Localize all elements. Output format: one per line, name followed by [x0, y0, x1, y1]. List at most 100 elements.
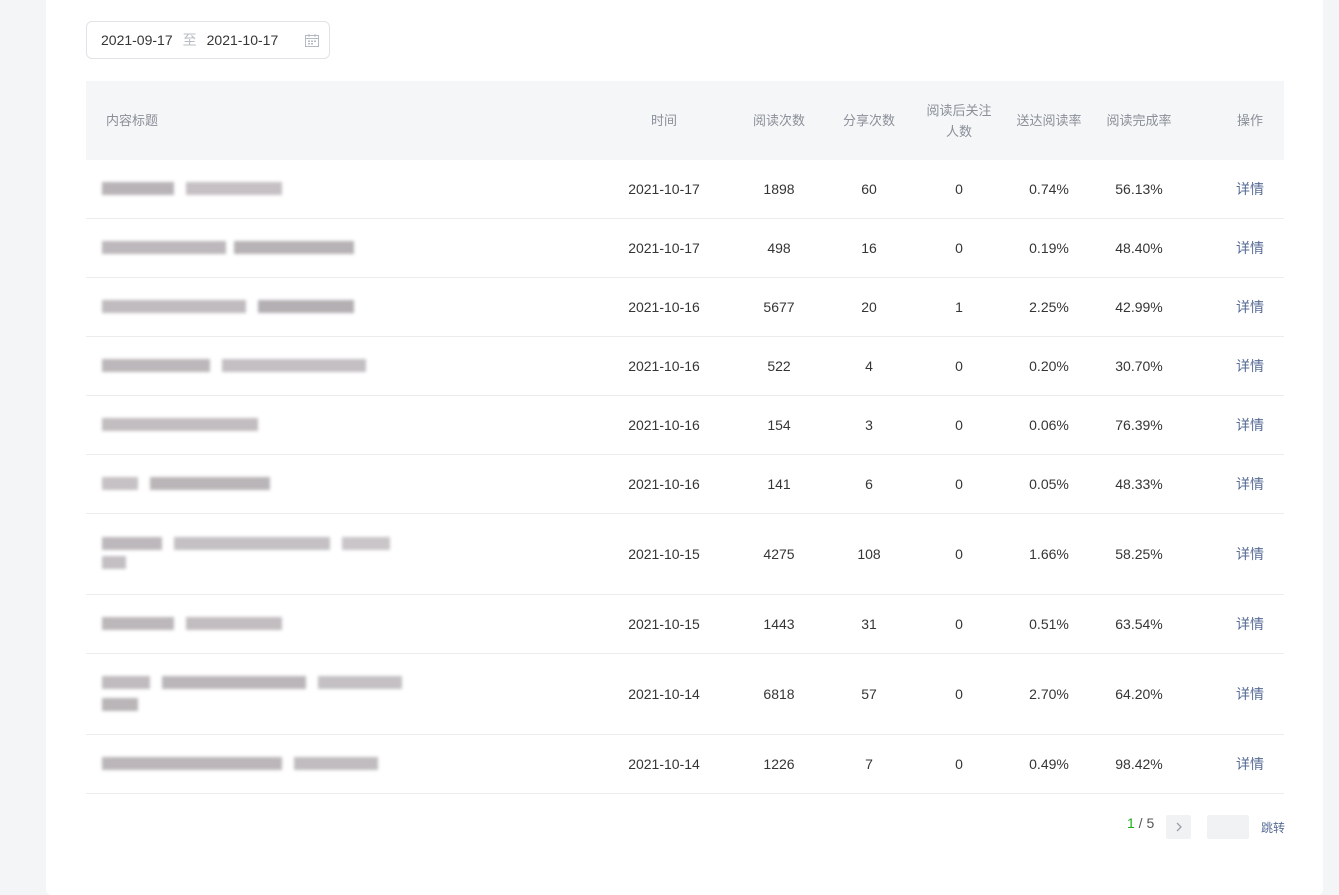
detail-link[interactable]: 详情: [1236, 358, 1264, 374]
detail-link[interactable]: 详情: [1236, 299, 1264, 315]
cell-delivery-rate: 2.70%: [1029, 686, 1069, 702]
cell-follows: 0: [955, 686, 963, 702]
cell-shares: 60: [861, 181, 877, 197]
header-follows-line2: 人数: [945, 123, 972, 139]
blurred-title: [102, 617, 282, 630]
blurred-title: [102, 418, 258, 431]
cell-reads: 522: [767, 358, 791, 374]
cell-completion-rate: 48.40%: [1115, 240, 1163, 256]
table-body: 2021-10-17 1898 60 0 0.74% 56.13% 详情 202…: [86, 160, 1284, 794]
cell-time: 2021-10-17: [628, 240, 700, 256]
table-row: 2021-10-16 141 6 0 0.05% 48.33% 详情: [86, 455, 1284, 514]
cell-follows: 0: [955, 240, 963, 256]
page-jump-input[interactable]: [1207, 815, 1249, 839]
table-row: 2021-10-14 1226 7 0 0.49% 98.42% 详情: [86, 735, 1284, 794]
cell-delivery-rate: 0.51%: [1029, 616, 1069, 632]
cell-reads: 154: [767, 417, 791, 433]
table-row: 2021-10-14 6818 57 0 2.70% 64.20% 详情: [86, 654, 1284, 735]
cell-shares: 20: [861, 299, 877, 315]
cell-follows: 0: [955, 181, 963, 197]
blurred-title: [102, 182, 282, 195]
cell-completion-rate: 30.70%: [1115, 358, 1163, 374]
jump-button[interactable]: 跳转: [1261, 821, 1286, 835]
next-page-button[interactable]: [1166, 815, 1191, 839]
cell-reads: 498: [767, 240, 791, 256]
header-shares: 分享次数: [842, 113, 895, 128]
header-title: 内容标题: [106, 113, 159, 128]
total-pages: 5: [1146, 815, 1155, 831]
cell-shares: 4: [865, 358, 873, 374]
header-follows: 阅读后关注 人数: [914, 81, 1004, 160]
cell-reads: 1226: [763, 756, 795, 772]
cell-time: 2021-10-17: [628, 181, 700, 197]
detail-link[interactable]: 详情: [1236, 181, 1264, 197]
detail-link[interactable]: 详情: [1236, 616, 1264, 632]
cell-delivery-rate: 2.25%: [1029, 299, 1069, 315]
cell-follows: 0: [955, 417, 963, 433]
cell-completion-rate: 58.25%: [1115, 546, 1163, 562]
detail-link[interactable]: 详情: [1236, 756, 1264, 772]
end-date[interactable]: 2021-10-17: [206, 32, 279, 48]
cell-follows: 0: [955, 358, 963, 374]
cell-completion-rate: 48.33%: [1115, 476, 1163, 492]
cell-follows: 1: [955, 299, 963, 315]
cell-time: 2021-10-16: [628, 417, 700, 433]
table-row: 2021-10-17 1898 60 0 0.74% 56.13% 详情: [86, 160, 1284, 219]
cell-follows: 0: [955, 546, 963, 562]
cell-time: 2021-10-16: [628, 476, 700, 492]
start-date[interactable]: 2021-09-17: [101, 32, 173, 48]
cell-completion-rate: 63.54%: [1115, 616, 1163, 632]
table-row: 2021-10-15 4275 108 0 1.66% 58.25% 详情: [86, 514, 1284, 595]
header-reads: 阅读次数: [752, 113, 805, 128]
page-indicator: 1 / 5: [1127, 815, 1154, 839]
table-row: 2021-10-16 522 4 0 0.20% 30.70% 详情: [86, 337, 1284, 396]
cell-shares: 16: [861, 240, 877, 256]
cell-reads: 1898: [763, 181, 795, 197]
table-row: 2021-10-16 154 3 0 0.06% 76.39% 详情: [86, 396, 1284, 455]
table-row: 2021-10-16 5677 20 1 2.25% 42.99% 详情: [86, 278, 1284, 337]
cell-time: 2021-10-15: [628, 546, 700, 562]
header-follows-line1: 阅读后关注: [926, 102, 992, 118]
cell-shares: 31: [861, 616, 877, 632]
date-separator: 至: [182, 32, 197, 48]
cell-shares: 7: [865, 756, 873, 772]
blurred-title: [102, 300, 354, 313]
detail-link[interactable]: 详情: [1236, 686, 1264, 702]
cell-reads: 6818: [763, 686, 795, 702]
table-header: 内容标题 时间 阅读次数 分享次数 阅读后关注 人数 送达阅读率 阅读完成率 操…: [86, 81, 1284, 160]
cell-shares: 108: [857, 546, 881, 562]
page-separator: /: [1134, 815, 1147, 831]
cell-reads: 5677: [763, 299, 795, 315]
blurred-title: [102, 477, 270, 490]
cell-time: 2021-10-16: [628, 358, 700, 374]
cell-time: 2021-10-16: [628, 299, 700, 315]
cell-shares: 3: [865, 417, 873, 433]
detail-link[interactable]: 详情: [1236, 546, 1264, 562]
calendar-icon[interactable]: [305, 34, 319, 47]
cell-delivery-rate: 0.19%: [1029, 240, 1069, 256]
cell-delivery-rate: 0.06%: [1029, 417, 1069, 433]
cell-delivery-rate: 1.66%: [1029, 546, 1069, 562]
cell-follows: 0: [955, 476, 963, 492]
detail-link[interactable]: 详情: [1236, 240, 1264, 256]
cell-follows: 0: [955, 756, 963, 772]
cell-completion-rate: 76.39%: [1115, 417, 1163, 433]
detail-link[interactable]: 详情: [1236, 476, 1264, 492]
header-completion-rate: 阅读完成率: [1106, 113, 1172, 128]
cell-delivery-rate: 0.05%: [1029, 476, 1069, 492]
cell-time: 2021-10-14: [628, 756, 700, 772]
blurred-title: [102, 676, 402, 689]
articles-table: 内容标题 时间 阅读次数 分享次数 阅读后关注 人数 送达阅读率 阅读完成率 操…: [86, 81, 1284, 794]
cell-shares: 6: [865, 476, 873, 492]
cell-delivery-rate: 0.74%: [1029, 181, 1069, 197]
cell-time: 2021-10-15: [628, 616, 700, 632]
blurred-title-line2: [102, 698, 138, 711]
cell-delivery-rate: 0.49%: [1029, 756, 1069, 772]
date-range-picker[interactable]: 2021-09-17 至 2021-10-17: [86, 21, 330, 59]
cell-completion-rate: 98.42%: [1115, 756, 1163, 772]
blurred-title: [102, 359, 366, 372]
current-page: 1: [1127, 815, 1135, 831]
cell-delivery-rate: 0.20%: [1029, 358, 1069, 374]
detail-link[interactable]: 详情: [1236, 417, 1264, 433]
header-delivery-rate: 送达阅读率: [1016, 113, 1082, 128]
